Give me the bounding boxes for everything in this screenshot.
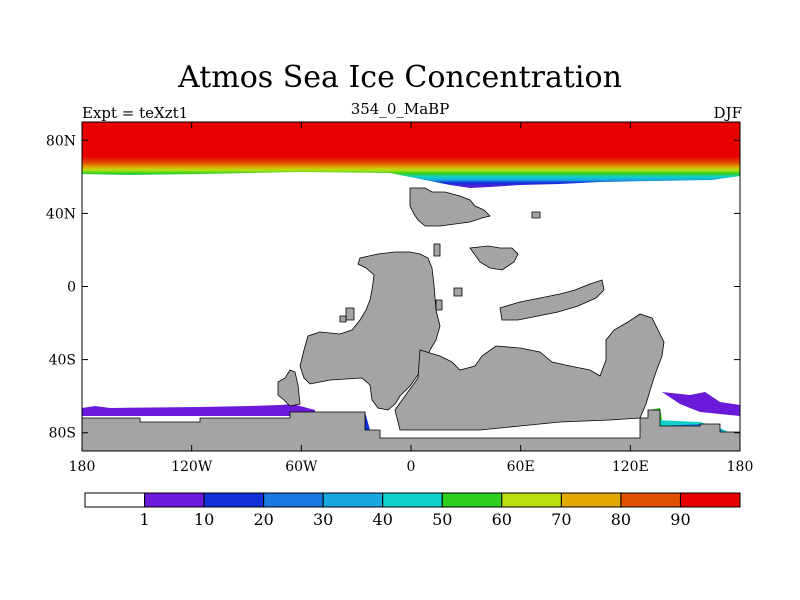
colorbar-label: 20 bbox=[253, 510, 273, 529]
y-tick-label: 40N bbox=[46, 206, 76, 222]
y-tick-label: 80S bbox=[49, 426, 76, 442]
x-tick-label: 120E bbox=[612, 459, 649, 475]
x-tick-label: 60W bbox=[285, 459, 318, 475]
colorbar bbox=[84, 492, 741, 508]
y-tick-label: 80N bbox=[46, 133, 76, 149]
land-island-a bbox=[469, 245, 519, 271]
colorbar-label: 1 bbox=[139, 510, 149, 529]
colorbar-swatch bbox=[322, 492, 384, 508]
colorbar-swatch bbox=[84, 492, 146, 508]
land-north-block bbox=[409, 187, 491, 227]
y-tick-labels: 80N 40N 0 40S 80S bbox=[46, 133, 76, 441]
colorbar-label: 80 bbox=[611, 510, 631, 529]
colorbar-swatch bbox=[263, 492, 324, 508]
axis-ticks bbox=[81, 122, 741, 451]
y-tick-label: 40S bbox=[49, 353, 76, 369]
land-islet-c bbox=[453, 287, 463, 297]
period-label: 354_0_MaBP bbox=[350, 100, 450, 118]
colorbar-swatch bbox=[560, 492, 622, 508]
x-tick-labels: 180 120W 60W 0 60E 120E 180 bbox=[69, 459, 754, 475]
colorbar-labels: 1 10 20 30 40 50 60 70 80 90 bbox=[139, 510, 690, 529]
colorbar-swatch bbox=[382, 492, 443, 508]
colorbar-swatch bbox=[203, 492, 265, 508]
south-ice-edge-west bbox=[82, 404, 315, 416]
colorbar-swatch bbox=[144, 492, 205, 508]
land-islet-g bbox=[435, 299, 443, 311]
colorbar-swatch bbox=[620, 492, 681, 508]
colorbar-label: 40 bbox=[373, 510, 393, 529]
colorbar-label: 70 bbox=[551, 510, 571, 529]
x-tick-label: 60E bbox=[507, 459, 535, 475]
land-peninsula bbox=[277, 369, 301, 407]
experiment-label: Expt = teXzt1 bbox=[82, 104, 189, 122]
colorbar-swatch bbox=[441, 492, 503, 508]
x-tick-label: 180 bbox=[69, 459, 96, 475]
land-islet-d bbox=[345, 307, 355, 321]
colorbar-label: 90 bbox=[670, 510, 690, 529]
x-tick-label: 180 bbox=[727, 459, 754, 475]
land-islet-f bbox=[433, 243, 441, 257]
colorbar-swatch bbox=[679, 492, 741, 508]
colorbar-label: 50 bbox=[432, 510, 452, 529]
land-south-america bbox=[299, 251, 441, 411]
colorbar-label: 10 bbox=[194, 510, 214, 529]
south-ice-edge-east bbox=[662, 392, 740, 416]
land-island-b bbox=[499, 279, 605, 321]
land-north-islet bbox=[531, 211, 541, 219]
colorbar-label: 60 bbox=[492, 510, 512, 529]
north-sea-ice bbox=[82, 122, 740, 188]
season-label: DJF bbox=[713, 104, 742, 122]
x-tick-label: 120W bbox=[171, 459, 213, 475]
colorbar-label: 30 bbox=[313, 510, 333, 529]
y-tick-label: 0 bbox=[67, 280, 76, 296]
land-islet-e bbox=[339, 315, 347, 323]
land-africa bbox=[394, 313, 665, 431]
colorbar-swatch bbox=[501, 492, 562, 508]
chart-title: Atmos Sea Ice Concentration bbox=[178, 60, 622, 95]
x-tick-label: 0 bbox=[407, 459, 416, 475]
